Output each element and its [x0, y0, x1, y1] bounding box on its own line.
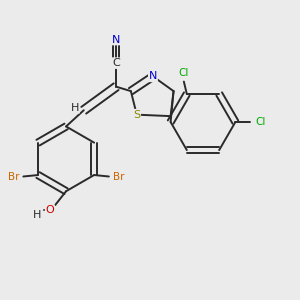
Text: Cl: Cl: [256, 117, 266, 127]
Text: S: S: [133, 110, 140, 120]
Text: Br: Br: [113, 172, 124, 182]
Text: N: N: [112, 34, 120, 45]
Text: N: N: [149, 71, 157, 81]
Text: H: H: [71, 103, 79, 113]
Text: Br: Br: [8, 172, 19, 182]
Text: H: H: [33, 210, 42, 220]
Text: O: O: [46, 206, 54, 215]
Text: C: C: [112, 58, 120, 68]
Text: Cl: Cl: [179, 68, 189, 78]
